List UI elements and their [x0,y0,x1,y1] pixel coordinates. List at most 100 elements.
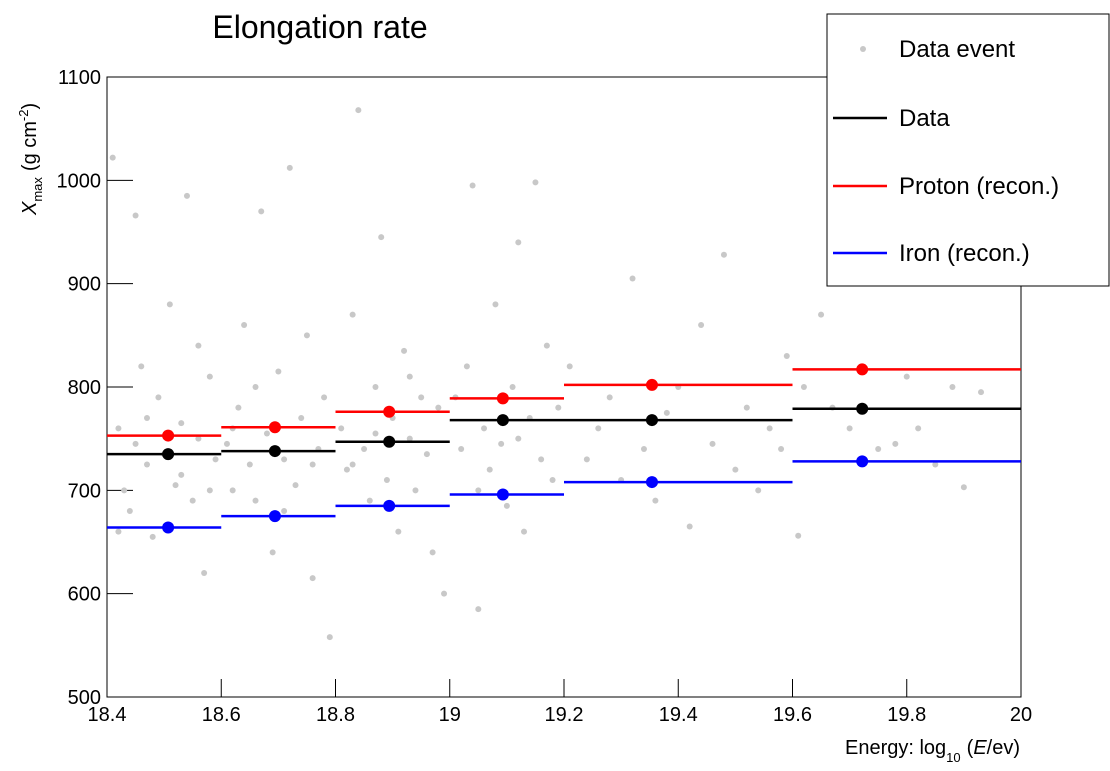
data-event-point [378,234,385,241]
data-event-point [915,425,922,432]
data-event-point [538,456,545,463]
data-event-point [281,456,288,463]
data-event-point [343,466,350,473]
data-event-point [361,446,368,452]
data-event-point [498,440,505,447]
data-event-point [686,523,693,530]
mean-point [856,363,869,376]
data-event-point [435,404,442,411]
data-event-point [143,415,150,421]
y-tick-label: 500 [68,687,101,709]
x-label-part: E [973,737,987,759]
x-tick-label: 19.4 [659,704,698,726]
y-label-part: (g cm [19,121,41,171]
data-event-point [429,549,436,556]
mean-point [496,414,509,427]
data-event-point [932,461,939,468]
data-event-point [755,487,762,494]
data-event-point [515,239,522,246]
data-event-point [121,487,128,494]
data-event-point [286,164,293,171]
x-tick-label: 18.6 [202,704,241,726]
mean-point [496,488,509,501]
data-event-point [875,446,882,452]
mean-point [496,392,509,405]
data-event-point [223,440,230,447]
mean-point [162,448,175,461]
data-event-point [492,301,499,308]
data-event-point [503,502,510,509]
data-event-point [338,425,345,432]
x-label-part: 10 [946,750,960,765]
x-tick-label: 19.8 [887,704,926,726]
data-event-point [241,322,248,328]
x-label-part: /ev) [987,737,1020,759]
x-axis-label: Energy: log10 (E/ev) [845,737,1020,765]
y-label-part: max [30,177,45,202]
y-tick-label: 1000 [57,170,102,192]
data-event-point [263,430,270,437]
data-event-point [515,435,522,442]
data-event-point [652,497,659,504]
data-event-point [166,301,173,308]
data-event-point [595,425,602,432]
data-event-point [732,466,739,473]
x-tick-label: 19 [439,704,461,726]
data-event-point [475,487,482,494]
data-event-point [355,107,362,114]
data-event-point [349,311,356,318]
data-event-point [372,430,379,437]
y-label-part: -2 [16,110,31,122]
data-event-point [366,497,373,504]
data-event-point [349,461,356,468]
data-event-point [846,425,853,432]
data-event-point [795,532,802,539]
mean-point [645,378,658,391]
y-axis-label: Xmax (g cm-2) [16,103,45,216]
y-tick-label: 900 [68,274,101,296]
data-event-point [903,373,910,380]
data-event-point [258,208,265,215]
data-event-point [126,508,133,514]
data-event-point [709,440,716,447]
data-event-point [743,404,750,411]
y-tick-label: 700 [68,480,101,502]
y-label-part: ) [19,103,41,110]
data-event-point [372,384,379,390]
data-event-point [201,570,208,576]
data-event-point [469,182,476,189]
data-event-point [178,471,185,478]
data-event-point [246,461,253,468]
data-event-point [275,368,282,375]
mean-point [268,421,281,434]
data-event-point [252,384,259,390]
data-event-point [235,404,242,411]
data-event-point [532,179,539,186]
data-event-point [960,484,967,491]
data-event-point [458,446,465,452]
legend-label: Data [899,105,950,132]
legend-box [826,13,1110,287]
data-event-point [463,363,470,370]
x-label-part: Energy: log [845,737,946,759]
x-label-part: ( [967,737,974,759]
x-tick-label: 18.8 [316,704,355,726]
x-tick-label: 19.6 [773,704,812,726]
data-event-point [892,440,899,447]
data-event-point [406,435,413,442]
data-event-point [978,389,985,396]
data-event-point [555,404,562,411]
data-event-point [189,497,196,504]
data-event-point [298,415,305,421]
data-event-point [800,384,807,390]
data-event-point [698,322,705,328]
data-event-point [949,384,956,390]
mean-point [856,455,869,468]
legend-marker [860,46,866,52]
data-event-point [178,420,185,427]
data-event-point [109,154,116,161]
data-event-point [423,451,430,458]
data-event-point [418,394,425,401]
data-event-point [543,342,550,349]
data-event-point [132,440,139,447]
